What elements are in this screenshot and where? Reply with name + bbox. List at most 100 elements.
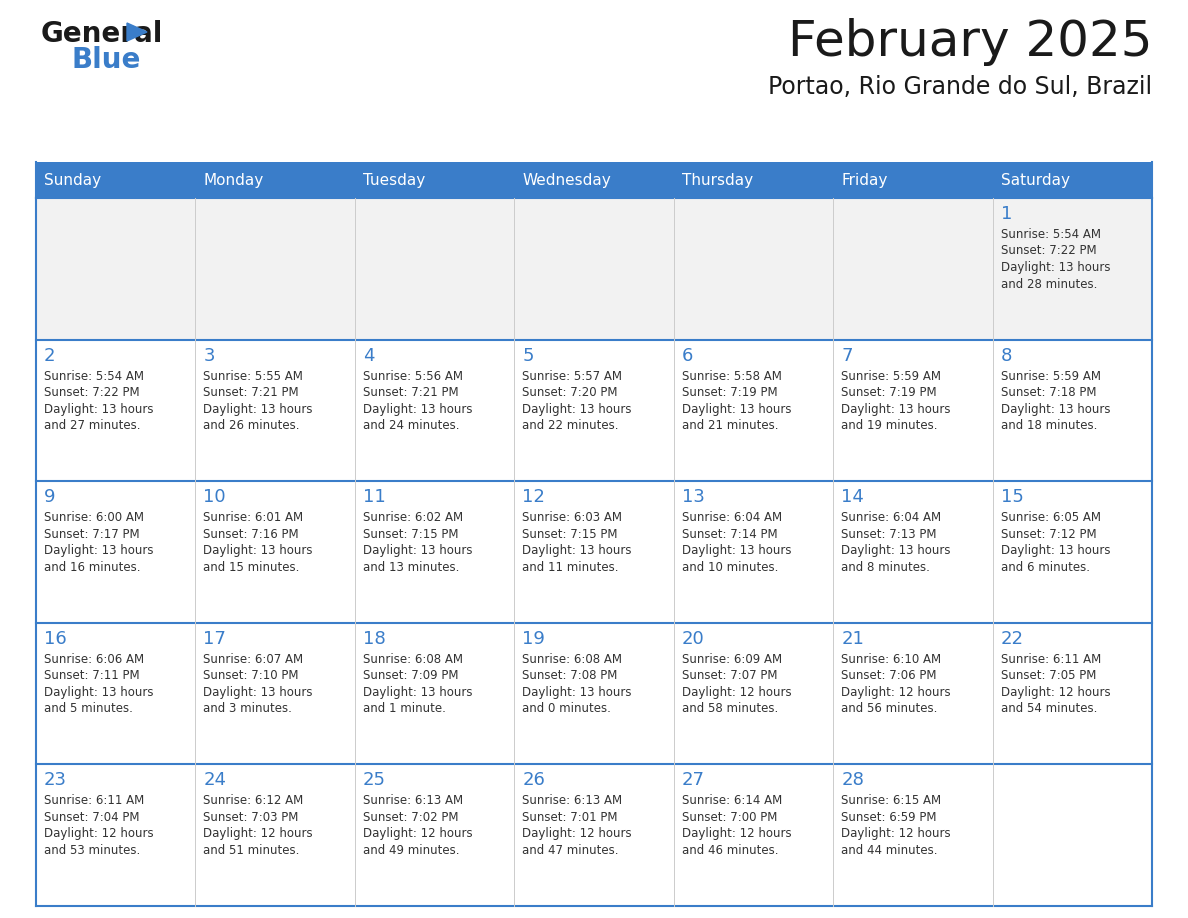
Text: Sunset: 7:02 PM: Sunset: 7:02 PM: [362, 811, 459, 823]
Text: Sunrise: 6:11 AM: Sunrise: 6:11 AM: [1000, 653, 1101, 666]
Text: 8: 8: [1000, 347, 1012, 364]
Text: Sunset: 7:14 PM: Sunset: 7:14 PM: [682, 528, 777, 541]
Text: Sunset: 7:21 PM: Sunset: 7:21 PM: [362, 386, 459, 399]
Text: Sunrise: 6:11 AM: Sunrise: 6:11 AM: [44, 794, 144, 808]
Text: and 15 minutes.: and 15 minutes.: [203, 561, 299, 574]
Text: Sunset: 7:22 PM: Sunset: 7:22 PM: [1000, 244, 1097, 258]
Text: and 19 minutes.: and 19 minutes.: [841, 420, 937, 432]
Text: Sunrise: 5:55 AM: Sunrise: 5:55 AM: [203, 370, 303, 383]
Text: and 47 minutes.: and 47 minutes.: [523, 844, 619, 856]
Text: and 10 minutes.: and 10 minutes.: [682, 561, 778, 574]
Bar: [514, 622, 674, 765]
Text: Sunset: 7:20 PM: Sunset: 7:20 PM: [523, 386, 618, 399]
Text: 6: 6: [682, 347, 693, 364]
Bar: [36, 162, 1152, 198]
Text: and 54 minutes.: and 54 minutes.: [1000, 702, 1097, 715]
Text: Portao, Rio Grande do Sul, Brazil: Portao, Rio Grande do Sul, Brazil: [767, 75, 1152, 99]
Text: Sunset: 7:22 PM: Sunset: 7:22 PM: [44, 386, 140, 399]
Text: Sunset: 7:05 PM: Sunset: 7:05 PM: [1000, 669, 1097, 682]
Text: Sunrise: 5:59 AM: Sunrise: 5:59 AM: [1000, 370, 1100, 383]
Text: Sunset: 7:12 PM: Sunset: 7:12 PM: [1000, 528, 1097, 541]
Text: 14: 14: [841, 488, 864, 506]
Text: and 16 minutes.: and 16 minutes.: [44, 561, 140, 574]
Text: Sunrise: 6:00 AM: Sunrise: 6:00 AM: [44, 511, 144, 524]
Text: and 56 minutes.: and 56 minutes.: [841, 702, 937, 715]
Bar: [355, 765, 514, 906]
Text: Sunrise: 6:10 AM: Sunrise: 6:10 AM: [841, 653, 941, 666]
Text: Sunset: 7:08 PM: Sunset: 7:08 PM: [523, 669, 618, 682]
Text: Daylight: 13 hours: Daylight: 13 hours: [1000, 403, 1110, 416]
Text: Daylight: 13 hours: Daylight: 13 hours: [841, 544, 950, 557]
Text: and 28 minutes.: and 28 minutes.: [1000, 277, 1097, 290]
Text: Daylight: 12 hours: Daylight: 12 hours: [203, 827, 314, 840]
Text: 10: 10: [203, 488, 226, 506]
Bar: [992, 622, 1152, 765]
Text: Sunday: Sunday: [44, 173, 101, 187]
Text: and 44 minutes.: and 44 minutes.: [841, 844, 937, 856]
Text: Sunrise: 5:57 AM: Sunrise: 5:57 AM: [523, 370, 623, 383]
Text: Thursday: Thursday: [682, 173, 753, 187]
Text: Sunrise: 6:08 AM: Sunrise: 6:08 AM: [362, 653, 463, 666]
Bar: [992, 198, 1152, 340]
Bar: [514, 340, 674, 481]
Bar: [514, 198, 674, 340]
Text: Sunrise: 6:03 AM: Sunrise: 6:03 AM: [523, 511, 623, 524]
Bar: [196, 340, 355, 481]
Text: Daylight: 13 hours: Daylight: 13 hours: [203, 403, 312, 416]
Text: and 24 minutes.: and 24 minutes.: [362, 420, 460, 432]
Text: Daylight: 12 hours: Daylight: 12 hours: [1000, 686, 1111, 699]
Bar: [833, 481, 992, 622]
Text: Sunset: 7:13 PM: Sunset: 7:13 PM: [841, 528, 936, 541]
Text: Sunrise: 6:07 AM: Sunrise: 6:07 AM: [203, 653, 304, 666]
Bar: [514, 481, 674, 622]
Text: 12: 12: [523, 488, 545, 506]
Text: Daylight: 12 hours: Daylight: 12 hours: [523, 827, 632, 840]
Bar: [833, 340, 992, 481]
Text: General: General: [42, 20, 164, 48]
Text: 2: 2: [44, 347, 56, 364]
Text: Daylight: 13 hours: Daylight: 13 hours: [44, 686, 153, 699]
Text: Sunset: 7:03 PM: Sunset: 7:03 PM: [203, 811, 299, 823]
Text: Sunset: 7:04 PM: Sunset: 7:04 PM: [44, 811, 139, 823]
Bar: [674, 622, 833, 765]
Bar: [36, 765, 196, 906]
Text: Sunrise: 5:59 AM: Sunrise: 5:59 AM: [841, 370, 941, 383]
Bar: [196, 622, 355, 765]
Text: 18: 18: [362, 630, 386, 648]
Text: 24: 24: [203, 771, 227, 789]
Text: Sunrise: 6:13 AM: Sunrise: 6:13 AM: [523, 794, 623, 808]
Text: Sunset: 7:10 PM: Sunset: 7:10 PM: [203, 669, 299, 682]
Text: and 18 minutes.: and 18 minutes.: [1000, 420, 1097, 432]
Text: Daylight: 13 hours: Daylight: 13 hours: [362, 403, 473, 416]
Text: and 46 minutes.: and 46 minutes.: [682, 844, 778, 856]
Text: Sunrise: 6:12 AM: Sunrise: 6:12 AM: [203, 794, 304, 808]
Bar: [36, 198, 196, 340]
Text: Daylight: 12 hours: Daylight: 12 hours: [682, 827, 791, 840]
Bar: [355, 198, 514, 340]
Bar: [196, 481, 355, 622]
Text: 26: 26: [523, 771, 545, 789]
Bar: [196, 765, 355, 906]
Text: and 3 minutes.: and 3 minutes.: [203, 702, 292, 715]
Text: Friday: Friday: [841, 173, 887, 187]
Text: Daylight: 13 hours: Daylight: 13 hours: [523, 686, 632, 699]
Text: 5: 5: [523, 347, 533, 364]
Text: and 13 minutes.: and 13 minutes.: [362, 561, 460, 574]
Text: 7: 7: [841, 347, 853, 364]
Polygon shape: [127, 23, 147, 41]
Text: Sunset: 7:16 PM: Sunset: 7:16 PM: [203, 528, 299, 541]
Bar: [514, 765, 674, 906]
Text: Sunrise: 6:08 AM: Sunrise: 6:08 AM: [523, 653, 623, 666]
Text: Sunrise: 6:05 AM: Sunrise: 6:05 AM: [1000, 511, 1100, 524]
Text: and 0 minutes.: and 0 minutes.: [523, 702, 611, 715]
Bar: [355, 340, 514, 481]
Text: Tuesday: Tuesday: [362, 173, 425, 187]
Text: and 5 minutes.: and 5 minutes.: [44, 702, 133, 715]
Text: Sunrise: 6:15 AM: Sunrise: 6:15 AM: [841, 794, 941, 808]
Text: Daylight: 13 hours: Daylight: 13 hours: [523, 403, 632, 416]
Text: Daylight: 13 hours: Daylight: 13 hours: [44, 403, 153, 416]
Text: Daylight: 12 hours: Daylight: 12 hours: [841, 827, 950, 840]
Bar: [36, 622, 196, 765]
Text: Sunrise: 5:58 AM: Sunrise: 5:58 AM: [682, 370, 782, 383]
Text: Daylight: 13 hours: Daylight: 13 hours: [1000, 261, 1110, 274]
